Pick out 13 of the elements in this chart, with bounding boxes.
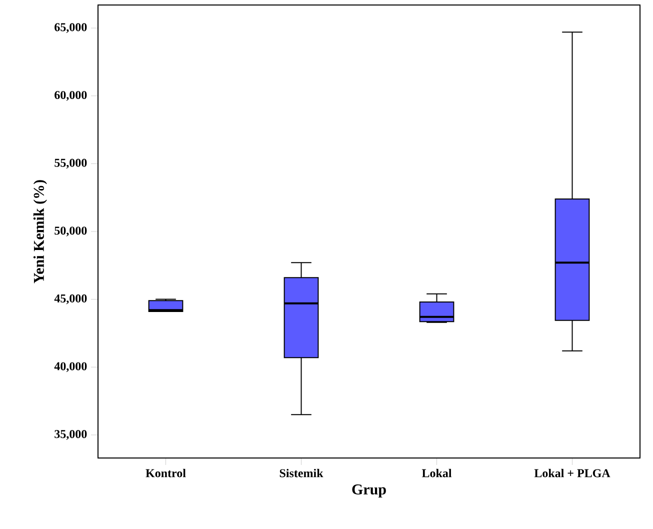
x-tick-label: Kontrol [146,468,186,478]
y-tick-label: 55,000 [54,158,87,169]
y-tick-label: 60,000 [54,90,87,101]
x-tick-label: Lokal [422,468,452,478]
y-tick-label: 35,000 [54,430,87,440]
y-axis-title: Yeni Kemik (%) [33,180,48,284]
x-tick-label: Sistemik [280,468,324,478]
y-tick-label: 65,000 [54,23,87,33]
x-tick-label: Lokal + PLGA [534,468,610,478]
y-tick-label: 40,000 [54,362,87,372]
y-tick-label: 50,000 [54,226,87,236]
x-axis-title: Grup [352,484,386,498]
y-tick-label: 45,000 [54,294,87,304]
